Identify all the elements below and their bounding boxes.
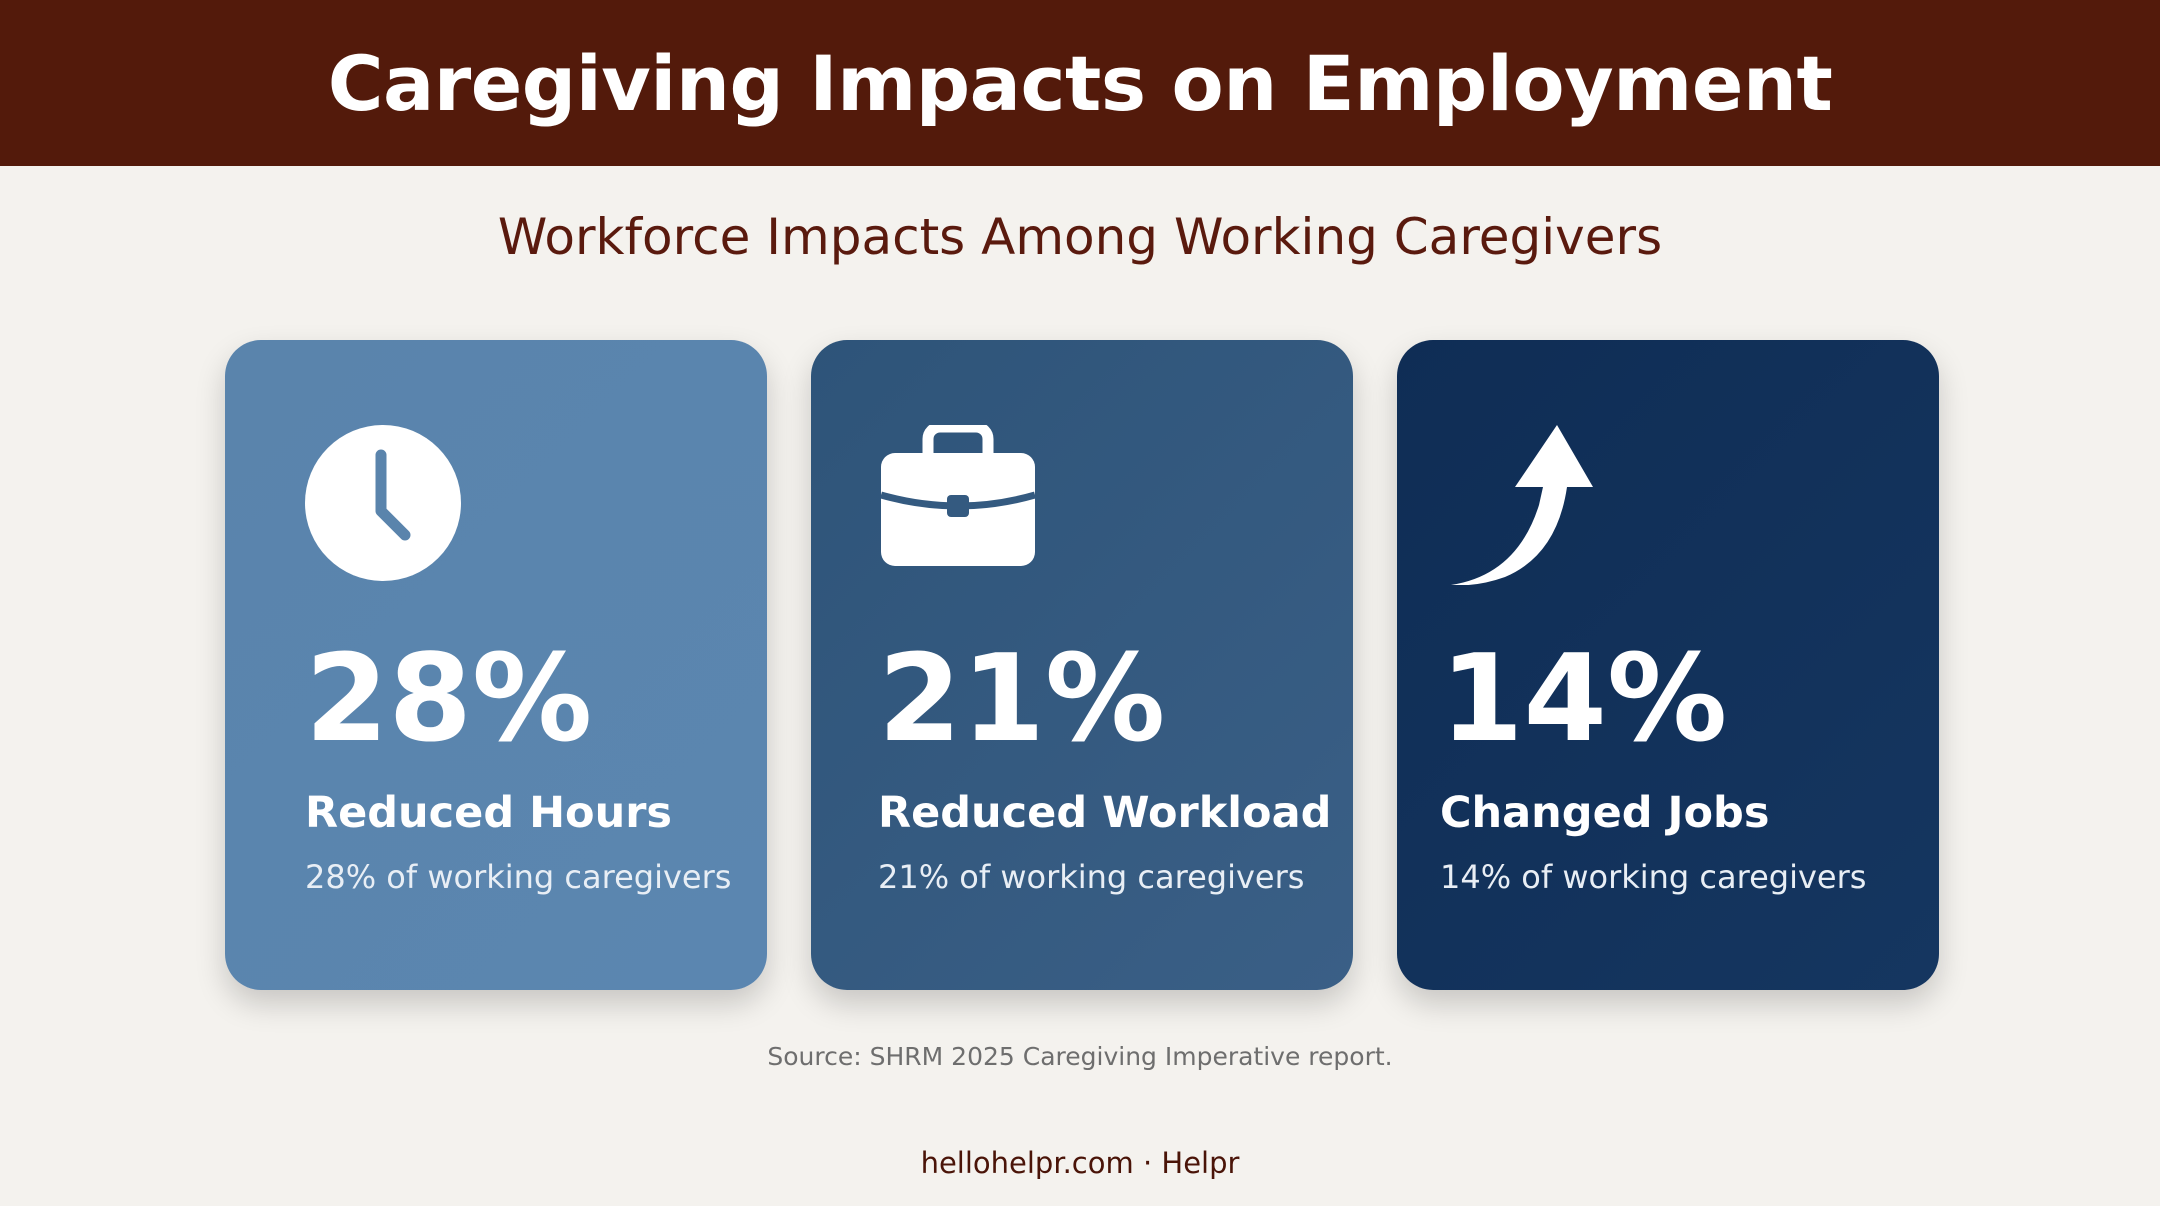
- header-banner: Caregiving Impacts on Employment: [0, 0, 2160, 166]
- stat-label: Changed Jobs: [1440, 788, 1770, 838]
- stat-value: 21%: [878, 630, 1166, 769]
- stat-card-changed-jobs: 14% Changed Jobs 14% of working caregive…: [1397, 340, 1939, 990]
- stat-card-reduced-hours: 28% Reduced Hours 28% of working caregiv…: [225, 340, 767, 990]
- stat-description: 28% of working caregivers: [305, 858, 732, 896]
- clock-icon: [305, 425, 461, 581]
- stat-card-reduced-workload: 21% Reduced Workload 21% of working care…: [811, 340, 1353, 990]
- stat-value: 28%: [305, 630, 593, 769]
- stat-label: Reduced Hours: [305, 788, 673, 838]
- curved-arrow-up-icon: [1451, 425, 1593, 585]
- stat-description: 21% of working caregivers: [878, 858, 1305, 896]
- briefcase-icon: [881, 425, 1036, 566]
- stat-description: 14% of working caregivers: [1440, 858, 1867, 896]
- page-subtitle: Workforce Impacts Among Working Caregive…: [497, 208, 1663, 266]
- source-note: Source: SHRM 2025 Caregiving Imperative …: [767, 1042, 1393, 1071]
- stat-label: Reduced Workload: [878, 788, 1332, 838]
- footer-brand: hellohelpr.com · Helpr: [920, 1146, 1240, 1180]
- stat-value: 14%: [1440, 630, 1728, 769]
- page-title: Caregiving Impacts on Employment: [327, 38, 1833, 128]
